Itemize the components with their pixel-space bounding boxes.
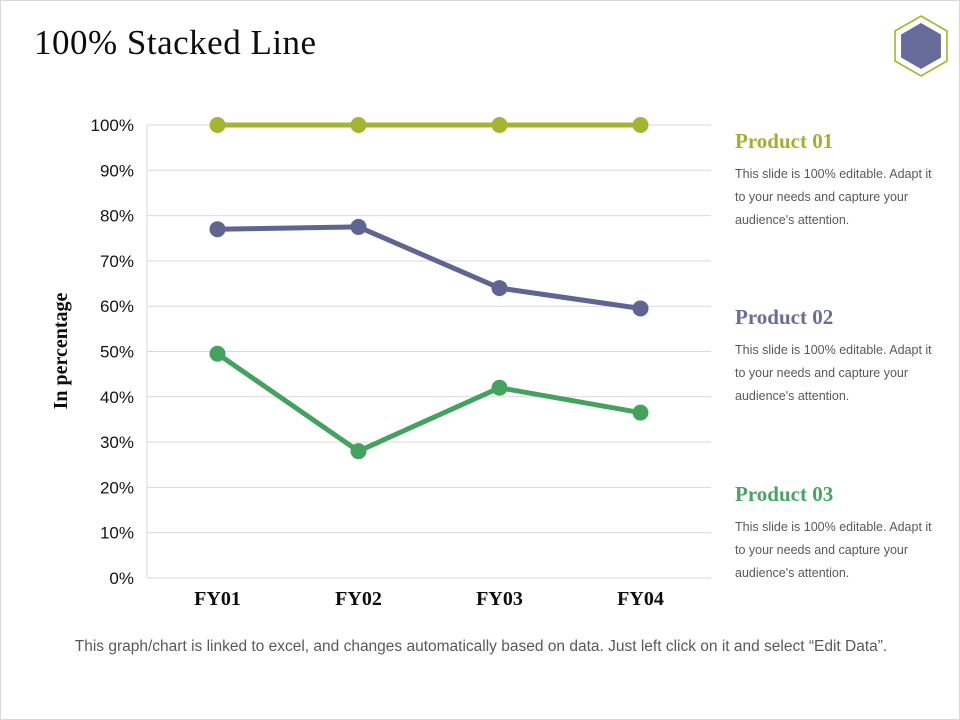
data-point[interactable] — [632, 117, 649, 133]
y-tick-label: 80% — [100, 207, 134, 226]
data-point[interactable] — [350, 443, 367, 460]
y-tick-label: 70% — [100, 252, 134, 271]
series-line — [216, 351, 641, 454]
data-point[interactable] — [350, 117, 367, 133]
y-tick-label: 30% — [100, 433, 134, 452]
x-tick-label: FY04 — [617, 588, 664, 610]
product-02-title: Product 02 — [735, 305, 834, 329]
y-tick-label: 50% — [100, 343, 134, 362]
page-title: 100% Stacked Line — [34, 23, 317, 62]
data-point[interactable] — [209, 345, 226, 362]
y-tick-label: 60% — [100, 297, 134, 316]
data-point[interactable] — [491, 280, 508, 297]
y-axis-title: In percentage — [50, 292, 72, 409]
hexagon-icon — [894, 15, 948, 77]
stacked-line-chart[interactable]: 0% 10% 20% 30% 40% 50% 60% 70% 80% 90% 100% FY01 FY0… — [41, 101, 731, 621]
y-tick-label: 40% — [100, 388, 134, 407]
x-tick-label: FY03 — [476, 588, 523, 610]
product-03-title: Product 03 — [735, 482, 834, 506]
y-tick-label: 100% — [91, 116, 134, 135]
data-point[interactable] — [632, 300, 649, 317]
x-tick-label: FY02 — [335, 588, 382, 610]
x-tick-label: FY01 — [194, 588, 241, 610]
product-block: Product 02 This slide is 100% editable. … — [735, 305, 941, 408]
product-01-description: This slide is 100% editable. Adapt it to… — [735, 167, 932, 227]
y-tick-label: 90% — [100, 161, 134, 180]
y-tick-label: 0% — [109, 569, 134, 588]
y-tick-label: 10% — [100, 524, 134, 543]
data-point[interactable] — [209, 117, 226, 133]
product-03-description: This slide is 100% editable. Adapt it to… — [735, 520, 932, 580]
footer-note: This graph/chart is linked to excel, and… — [74, 638, 888, 655]
product-block: Product 01 This slide is 100% editable. … — [735, 129, 941, 232]
data-point[interactable] — [350, 218, 367, 235]
product-02-description: This slide is 100% editable. Adapt it to… — [735, 343, 932, 403]
data-point[interactable] — [632, 404, 649, 421]
data-point[interactable] — [491, 117, 508, 133]
series-line — [217, 224, 641, 311]
product-block: Product 03 This slide is 100% editable. … — [735, 482, 941, 585]
product-01-title: Product 01 — [735, 129, 834, 153]
hexagon-outline — [894, 15, 948, 77]
hexagon-fill — [901, 23, 941, 69]
data-point[interactable] — [209, 221, 226, 238]
y-tick-label: 20% — [100, 478, 134, 497]
data-point[interactable] — [491, 379, 508, 396]
